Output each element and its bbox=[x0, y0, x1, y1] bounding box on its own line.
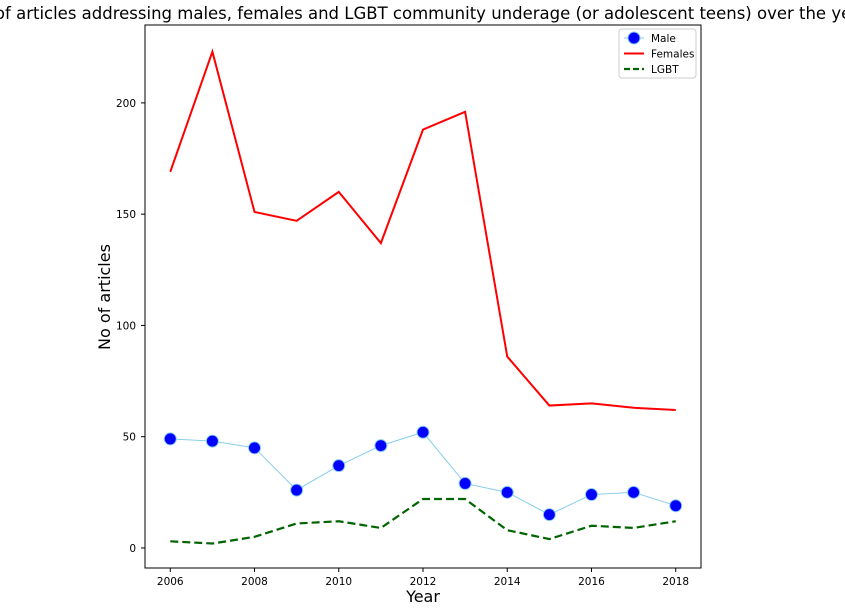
legend-marker-male bbox=[627, 31, 641, 45]
y-tick-label: 150 bbox=[116, 209, 136, 221]
series-line-male bbox=[170, 431, 676, 516]
data-point-male bbox=[669, 499, 683, 513]
data-point-male bbox=[627, 485, 641, 499]
data-point-male bbox=[500, 485, 514, 499]
y-axis: 0 50 100 150 200 bbox=[116, 98, 145, 555]
data-point-male bbox=[458, 476, 472, 490]
data-point-male bbox=[584, 488, 598, 502]
legend: Male Females LGBT bbox=[618, 28, 697, 79]
legend-label-male: Male bbox=[651, 33, 676, 45]
data-point-male bbox=[248, 441, 262, 455]
x-tick-label: 2008 bbox=[241, 576, 268, 588]
x-tick-label: 2012 bbox=[410, 576, 437, 588]
x-axis: 2006 2008 2010 2012 2014 2016 2018 bbox=[157, 568, 689, 588]
legend-label-lgbt: LGBT bbox=[651, 64, 679, 76]
x-tick-label: 2016 bbox=[578, 576, 605, 588]
x-tick-label: 2014 bbox=[494, 576, 521, 588]
y-tick-label: 0 bbox=[129, 543, 136, 555]
series-layer bbox=[163, 48, 683, 545]
y-axis-label: No of articles bbox=[95, 244, 114, 350]
series-line-lgbt bbox=[170, 497, 676, 545]
series-line-females bbox=[169, 48, 676, 411]
x-axis-label: Year bbox=[405, 587, 440, 606]
legend-label-females: Females bbox=[651, 49, 694, 61]
y-tick-label: 100 bbox=[116, 320, 136, 332]
plot-area bbox=[144, 24, 702, 569]
data-point-male bbox=[374, 439, 388, 453]
data-point-male bbox=[163, 432, 177, 446]
x-tick-label: 2010 bbox=[325, 576, 352, 588]
data-point-male bbox=[290, 483, 304, 497]
data-point-male bbox=[332, 459, 346, 473]
data-point-male bbox=[416, 425, 430, 439]
x-tick-label: 2006 bbox=[157, 576, 184, 588]
y-tick-label: 200 bbox=[116, 98, 136, 110]
data-point-male bbox=[542, 508, 556, 522]
chart-title: No of articles addressing males, females… bbox=[0, 4, 845, 23]
y-tick-label: 50 bbox=[123, 432, 136, 444]
data-point-male bbox=[205, 434, 219, 448]
x-tick-label: 2018 bbox=[662, 576, 689, 588]
